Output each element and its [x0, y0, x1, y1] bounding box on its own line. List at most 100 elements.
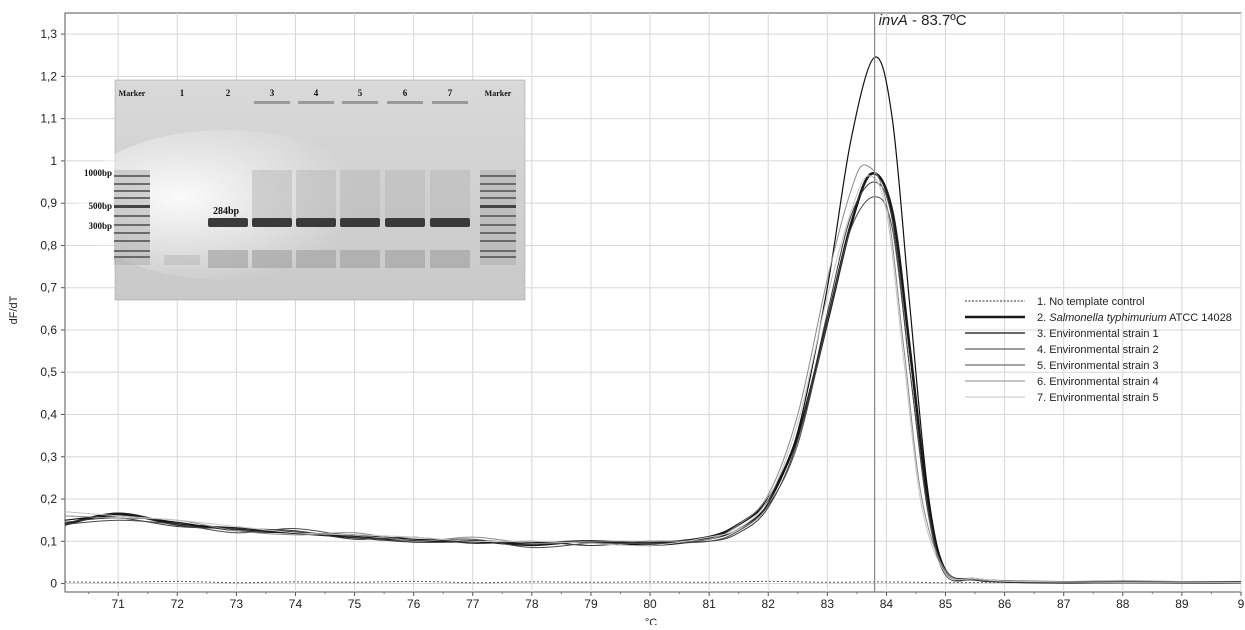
gel-ladder-band: [114, 232, 150, 234]
y-tick-label: 0,9: [40, 196, 57, 210]
y-tick-label: 0,4: [40, 407, 57, 421]
x-tick-label: 80: [643, 597, 657, 611]
gel-ladder-band: [480, 175, 516, 177]
gel-lane-smear: [296, 170, 336, 220]
gel-ladder-band: [480, 190, 516, 192]
gel-size-labels: 1000bp 500bp 300bp: [84, 168, 112, 231]
y-tick-label: 0,3: [40, 450, 57, 464]
x-tick-label: 75: [348, 597, 362, 611]
gel-amplicon-band: [252, 218, 292, 227]
gel-primer-dimer: [164, 255, 200, 265]
gel-ladder-band: [114, 175, 150, 177]
x-tick-label: 89: [1175, 597, 1189, 611]
x-tick-label: 81: [702, 597, 716, 611]
x-tick-label: 72: [171, 597, 185, 611]
y-tick-label: 0,1: [40, 534, 57, 548]
gel-ladder-band: [114, 205, 150, 208]
gel-amplicon-band: [296, 218, 336, 227]
gel-lane-label-5: 4: [314, 88, 319, 98]
y-tick-label: 1,3: [40, 27, 57, 41]
x-tick-label: 9: [1238, 597, 1245, 611]
gel-ladder-band: [480, 240, 516, 242]
y-tick-label: 1: [50, 154, 57, 168]
gel-amplicon-band: [208, 218, 248, 227]
gel-ladder-band: [480, 232, 516, 234]
x-tick-label: 82: [762, 597, 776, 611]
x-tick-label: 74: [289, 597, 303, 611]
gel-size-label-2: 500bp: [88, 201, 112, 211]
y-tick-label: 0,2: [40, 492, 57, 506]
legend-label-6: 6. Environmental strain 4: [1037, 376, 1159, 388]
x-tick-label: 71: [112, 597, 126, 611]
gel-inset: Marker 1 2 3 4 5 6 7 Marker 1000bp 500bp 300bp 284…: [75, 79, 526, 301]
gel-well: [387, 101, 423, 104]
gel-lane-smear: [252, 170, 292, 220]
gel-lane-label-4: 3: [270, 88, 275, 98]
legend-label-3: 3. Environmental strain 1: [1037, 328, 1159, 340]
grid: [65, 13, 1242, 592]
gel-lane-label-1: Marker: [119, 89, 146, 98]
x-tick-label: 86: [998, 597, 1012, 611]
gel-primer-dimer: [208, 250, 248, 268]
gel-bands: [164, 170, 470, 268]
gel-ladder-band: [480, 197, 516, 199]
gel-primer-dimer: [340, 250, 380, 268]
y-tick-label: 0,7: [40, 281, 57, 295]
gel-lane-smear: [385, 170, 425, 220]
gel-primer-dimer: [385, 250, 425, 268]
gel-lane-label-9: Marker: [485, 89, 512, 98]
x-tick-label: 88: [1116, 597, 1130, 611]
series-layer: [64, 56, 1242, 584]
legend-label-4: 4. Environmental strain 2: [1037, 344, 1159, 356]
legend-label-7: 7. Environmental strain 5: [1037, 392, 1159, 404]
gel-amplicon-band: [430, 218, 470, 227]
legend: 1. No template control 2. Salmonella typh…: [965, 296, 1232, 404]
y-tick-label: 1,1: [40, 112, 57, 126]
gel-well: [432, 101, 468, 104]
gel-ladder-band: [480, 215, 516, 217]
legend-label-2: 2. Salmonella typhimurium ATCC 14028: [1037, 312, 1232, 324]
x-tick-label: 87: [1057, 597, 1071, 611]
x-tick-label: 73: [230, 597, 244, 611]
tm-annotation: invA - 83.7ºC: [879, 12, 967, 29]
gel-lane-label-8: 7: [448, 88, 453, 98]
gel-glow: [75, 130, 375, 280]
gel-ladder-band: [114, 215, 150, 217]
legend-label-5: 5. Environmental strain 3: [1037, 360, 1159, 372]
gel-ladder-smear: [114, 170, 150, 265]
gel-size-label-1: 1000bp: [84, 168, 112, 178]
y-tick-label: 0,5: [40, 365, 57, 379]
x-tick-label: 77: [466, 597, 480, 611]
legend-label-1: 1. No template control: [1037, 296, 1145, 308]
axes: 71 72 73 74 75 76 77 78 79 80 81 82 83 84 85 86 87 88 89 90…: [40, 27, 1244, 611]
gel-well: [298, 101, 334, 104]
x-tick-label: 78: [525, 597, 539, 611]
gel-band-label: 284bp: [213, 206, 240, 217]
gel-ladder-band: [114, 224, 150, 226]
gel-lane-label-7: 6: [403, 88, 408, 98]
gel-ladder-band: [114, 190, 150, 192]
tm-annotation-value: - 83.7ºC: [908, 12, 967, 29]
gel-well: [342, 101, 378, 104]
gel-well: [254, 101, 290, 104]
y-tick-label: 0: [50, 577, 57, 591]
gel-ladder-band: [114, 183, 150, 185]
gel-ladder-band: [114, 256, 150, 258]
gel-ladder-band: [480, 250, 516, 252]
gel-ladder-band: [480, 205, 516, 208]
gel-ladder-smear: [480, 170, 516, 265]
gel-ladder-band: [480, 224, 516, 226]
gel-lane-labels: Marker 1 2 3 4 5 6 7 Marker: [119, 88, 512, 104]
gel-ladder-band: [480, 183, 516, 185]
gel-lane-smear: [430, 170, 470, 220]
gel-ladder-band: [480, 256, 516, 258]
x-tick-label: 84: [880, 597, 894, 611]
x-tick-label: 76: [407, 597, 421, 611]
tm-annotation-gene: invA: [879, 12, 908, 29]
y-tick-label: 1,2: [40, 69, 57, 83]
y-tick-label: 0,8: [40, 238, 57, 252]
x-axis-label: °C: [645, 617, 657, 625]
gel-amplicon-band: [385, 218, 425, 227]
gel-lane-label-6: 5: [358, 88, 363, 98]
